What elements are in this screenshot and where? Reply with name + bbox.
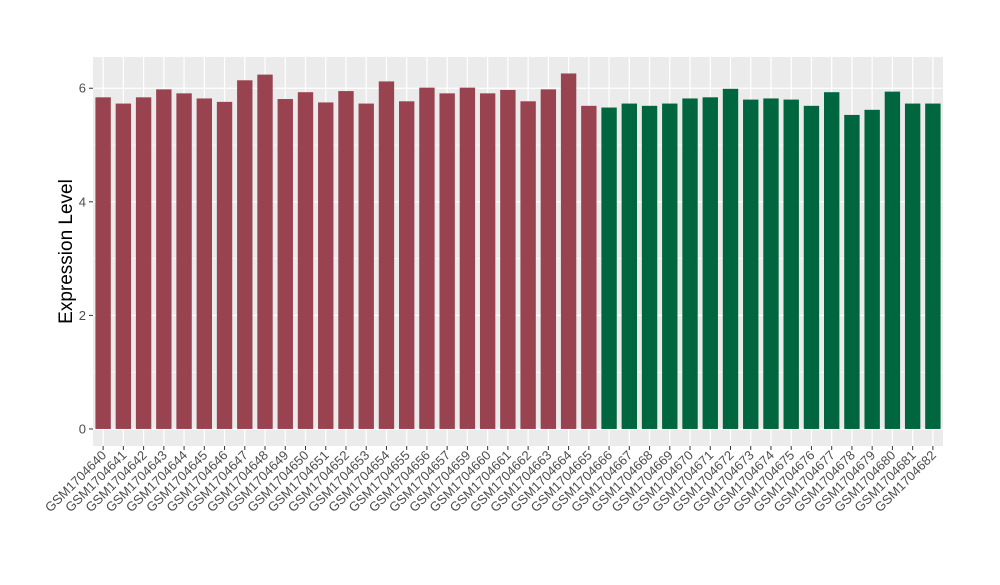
bar: [763, 98, 779, 429]
bar: [479, 93, 496, 429]
bar: [419, 87, 435, 429]
y-axis: 0 2 4 6: [79, 81, 93, 436]
bar: [621, 103, 637, 429]
bar: [318, 102, 334, 429]
bar: [115, 103, 132, 429]
bar: [277, 99, 293, 429]
bar: [156, 89, 172, 429]
bar: [439, 93, 455, 429]
bar: [500, 89, 516, 429]
bar: [601, 107, 617, 429]
bar: [520, 101, 536, 429]
bar: [783, 99, 799, 429]
bar: [844, 114, 860, 429]
bars: [95, 73, 941, 429]
bar: [702, 97, 718, 429]
bar: [864, 109, 880, 429]
bar: [662, 103, 678, 429]
bar: [378, 81, 395, 429]
bar: [722, 88, 739, 429]
bar: [399, 101, 415, 429]
bar: [824, 92, 840, 429]
bar: [904, 103, 921, 429]
bar: [743, 99, 759, 429]
bar: [237, 80, 253, 429]
bar: [803, 105, 820, 429]
bar: [135, 97, 152, 429]
bar: [581, 105, 597, 429]
bar: [358, 103, 374, 429]
y-tick-label: 6: [79, 81, 86, 96]
bar: [560, 73, 577, 429]
y-tick-label: 0: [79, 421, 86, 436]
bar: [540, 89, 557, 429]
y-tick-label: 4: [79, 194, 86, 209]
bar: [459, 87, 476, 429]
bar: [176, 93, 192, 429]
bar: [925, 103, 941, 429]
y-tick-label: 2: [79, 308, 86, 323]
bar: [338, 91, 354, 429]
plot-panel: [93, 57, 943, 446]
x-axis: GSM1704640GSM1704641GSM1704642GSM1704643…: [42, 446, 939, 515]
bar: [884, 91, 901, 429]
bar: [257, 74, 273, 429]
y-axis-label: Expression Level: [56, 179, 77, 324]
bar: [95, 97, 111, 429]
bar: [216, 101, 233, 429]
bar: [196, 98, 212, 429]
bar: [682, 98, 698, 429]
bar: [641, 105, 658, 429]
bar: [297, 92, 314, 429]
